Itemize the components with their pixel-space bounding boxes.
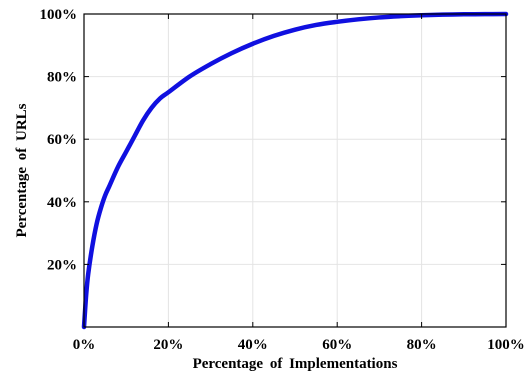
y-tick-label: 80% (47, 70, 77, 86)
y-tick-label: 60% (47, 132, 77, 148)
grid-lines (84, 14, 506, 327)
x-tick-label: 0% (73, 337, 96, 353)
axis-ticks (83, 13, 507, 327)
y-tick-label: 20% (47, 257, 77, 273)
x-tick-label: 80% (407, 337, 437, 353)
x-axis-label: Percentage of Implementations (193, 356, 398, 372)
x-tick-label: 60% (322, 337, 352, 353)
x-tick-label: 40% (238, 337, 268, 353)
y-axis-label: Percentage of URLs (14, 103, 30, 237)
y-tick-label: 100% (40, 7, 78, 23)
x-tick-labels: 0% 20% 40% 60% 80% 100% (73, 337, 525, 353)
plot-frame (83, 13, 507, 328)
x-tick-label: 100% (487, 337, 525, 353)
x-tick-label: 20% (153, 337, 183, 353)
y-tick-labels: 20% 40% 60% 80% 100% (40, 7, 78, 273)
series-line (81, 11, 509, 330)
y-tick-label: 40% (47, 195, 77, 211)
